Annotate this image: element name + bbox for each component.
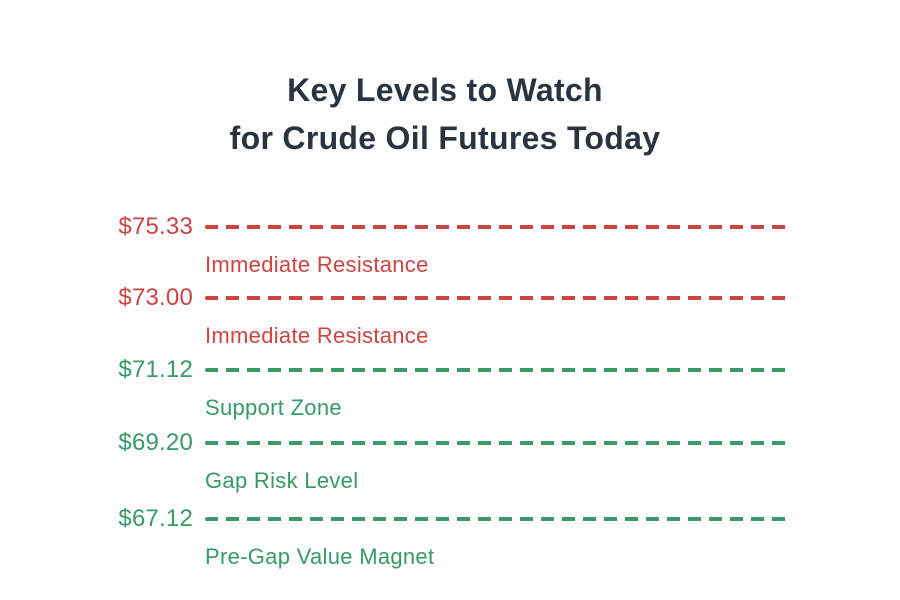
price-level-row-71-12: $71.12 Support Zone bbox=[100, 355, 790, 422]
price-value: $69.20 bbox=[118, 429, 193, 456]
price-level-row-69-20: $69.20 Gap Risk Level bbox=[100, 428, 790, 495]
price-level-row-75-33: $75.33 Immediate Resistance bbox=[100, 212, 790, 279]
price-level-label: Immediate Resistance bbox=[205, 323, 429, 348]
price-level-line-group: $73.00 bbox=[100, 283, 790, 313]
dashed-level-line bbox=[205, 296, 790, 300]
price-level-line-group: $71.12 bbox=[100, 355, 790, 385]
price-value: $71.12 bbox=[118, 356, 193, 383]
price-level-label: Support Zone bbox=[205, 395, 342, 420]
page-title: Key Levels to Watch for Crude Oil Future… bbox=[0, 66, 890, 162]
price-level-label: Immediate Resistance bbox=[205, 252, 429, 277]
price-value: $67.12 bbox=[118, 505, 193, 532]
price-level-label: Gap Risk Level bbox=[205, 468, 359, 493]
price-level-line-group: $75.33 bbox=[100, 212, 790, 242]
page-title-line-2: for Crude Oil Futures Today bbox=[229, 120, 661, 156]
price-level-label: Pre-Gap Value Magnet bbox=[205, 544, 435, 569]
price-level-row-67-12: $67.12 Pre-Gap Value Magnet bbox=[100, 504, 790, 571]
price-value: $73.00 bbox=[118, 284, 193, 311]
price-level-row-73-00: $73.00 Immediate Resistance bbox=[100, 283, 790, 350]
dashed-level-line bbox=[205, 368, 790, 372]
price-value: $75.33 bbox=[118, 213, 193, 240]
page-title-line-1: Key Levels to Watch bbox=[287, 72, 603, 108]
dashed-level-line bbox=[205, 441, 790, 445]
dashed-level-line bbox=[205, 517, 790, 521]
price-level-line-group: $69.20 bbox=[100, 428, 790, 458]
dashed-level-line bbox=[205, 225, 790, 229]
price-level-line-group: $67.12 bbox=[100, 504, 790, 534]
